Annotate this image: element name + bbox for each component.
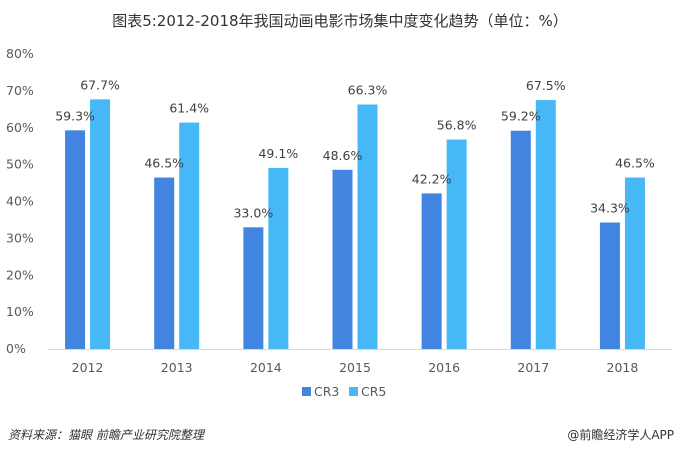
y-axis: 0% 10% 20% 30% 40% 50% 60% 70% 80% [6,46,34,356]
legend: CR3 CR5 [302,384,386,399]
y-tick-label: 20% [6,267,34,282]
data-label-cr5: 61.4% [169,101,209,116]
data-labels: 59.3% 67.7% 46.5% 61.4% 33.0% 49.1% 48.6% 66.3%… [55,77,655,220]
y-tick-label: 50% [6,157,34,172]
bar-cr5 [446,139,467,349]
data-label-cr3: 33.0% [233,205,273,220]
bar-cr5 [268,167,289,349]
bars [65,99,645,350]
data-label-cr5: 46.5% [615,156,655,171]
bar-cr5 [179,122,200,350]
data-label-cr5: 67.7% [80,77,120,92]
y-tick-label: 60% [6,120,34,135]
data-label-cr3: 59.3% [55,108,95,123]
y-tick-label: 80% [6,46,34,61]
y-tick-label: 40% [6,194,34,209]
credit-note: @前瞻经济学人APP [567,428,674,442]
bar-cr3 [599,222,620,349]
source-note: 资料来源：猫眼 前瞻产业研究院整理 [8,428,204,442]
x-tick-label: 2018 [607,360,639,375]
legend-label-cr5: CR5 [361,384,386,399]
data-label-cr3: 34.3% [590,201,630,216]
data-label-cr3: 42.2% [412,171,452,186]
data-label-cr5: 56.8% [437,118,477,133]
y-tick-label: 0% [6,341,26,356]
data-label-cr5: 67.5% [526,78,566,93]
bar-cr3 [510,130,531,349]
chart-title: 图表5:2012-2018年我国动画电影市场集中度变化趋势（单位：%） [112,12,568,30]
data-label-cr3: 48.6% [323,148,363,163]
data-label-cr5: 49.1% [258,146,298,161]
bar-cr5 [90,99,111,349]
x-axis: 2012 2013 2014 2015 2016 2017 2018 [48,349,672,375]
x-tick-label: 2015 [339,360,371,375]
bar-cr3 [154,177,175,349]
x-tick-label: 2013 [161,360,193,375]
x-tick-label: 2016 [428,360,460,375]
bar-cr3 [65,130,86,349]
data-label-cr3: 59.2% [501,109,541,124]
bar-cr5 [624,177,645,349]
x-tick-label: 2017 [517,360,549,375]
bar-cr5 [357,104,378,349]
x-tick-label: 2012 [72,360,104,375]
legend-swatch-cr3 [302,387,311,396]
y-tick-label: 10% [6,304,34,319]
x-tick-label: 2014 [250,360,282,375]
data-label-cr3: 46.5% [144,156,184,171]
data-label-cr5: 66.3% [348,83,388,98]
legend-swatch-cr5 [349,387,358,396]
y-tick-label: 30% [6,230,34,245]
bar-cr5 [535,100,556,349]
bar-cr3 [332,169,353,349]
bar-cr3 [243,227,264,349]
bar-cr3 [421,193,442,349]
legend-label-cr3: CR3 [314,384,339,399]
y-tick-label: 70% [6,83,34,98]
